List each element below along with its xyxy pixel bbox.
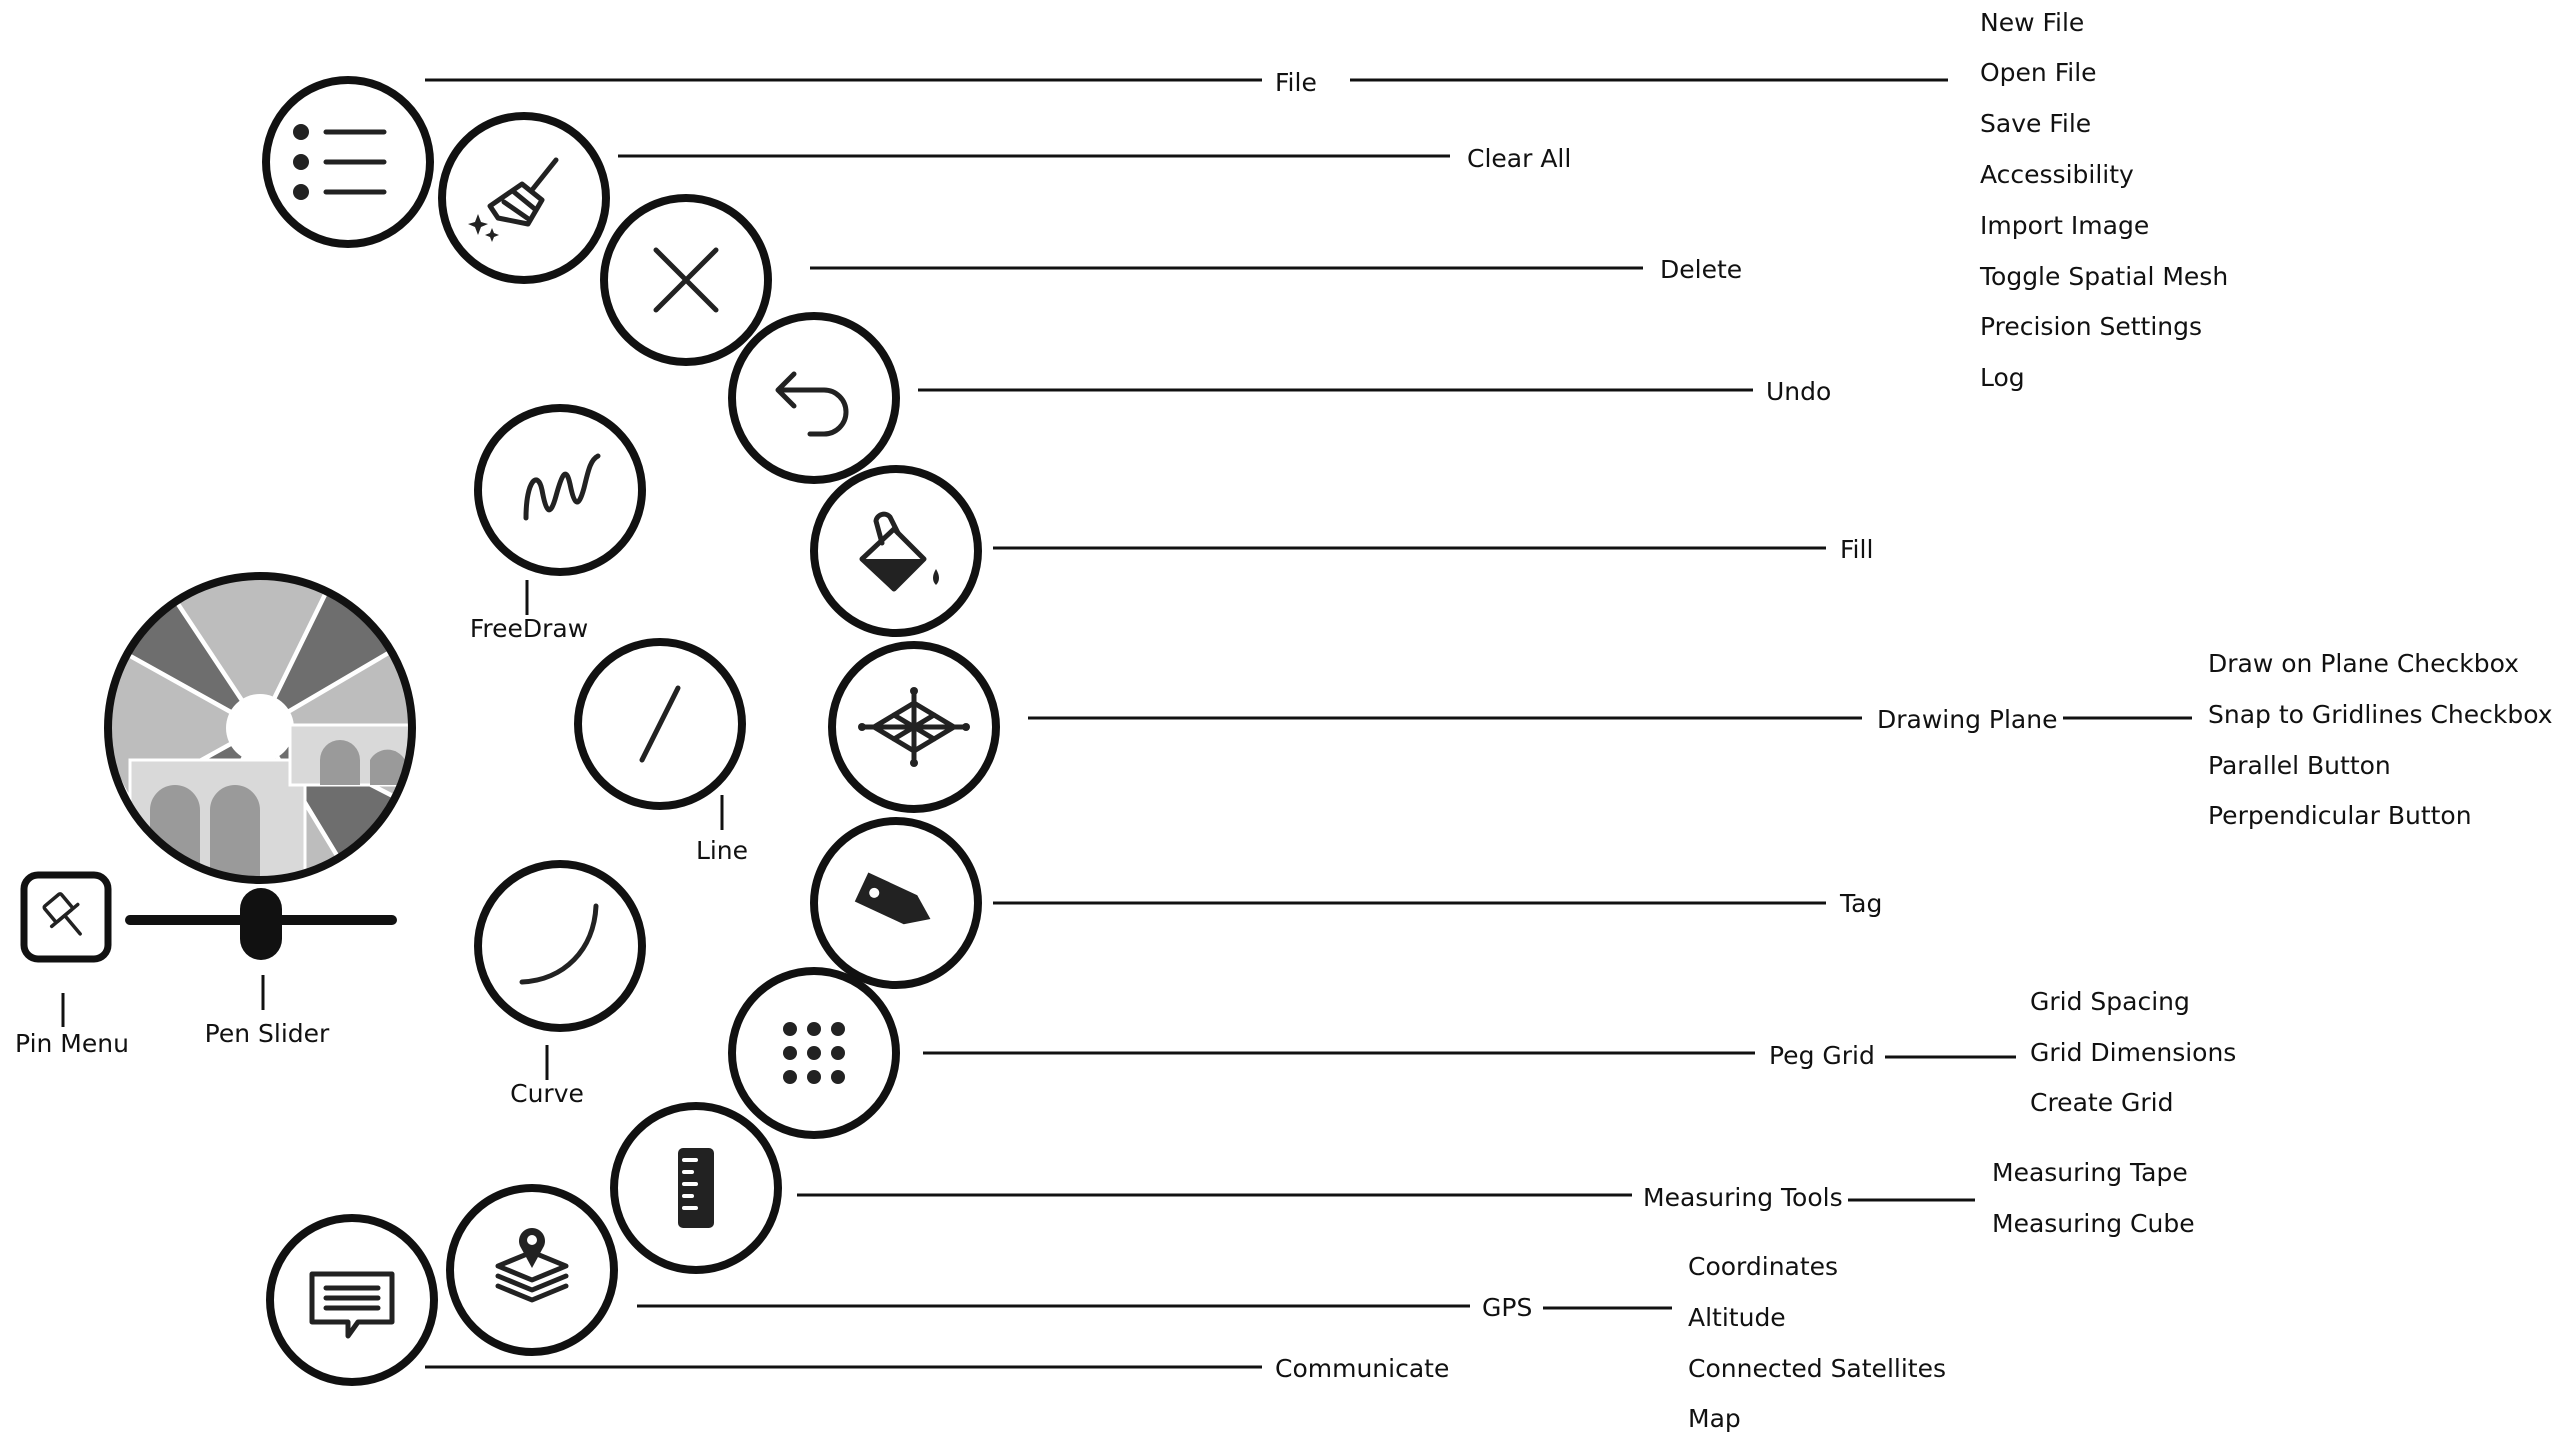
label-drawing-plane: Drawing Plane [1877,705,2057,734]
pen-slider[interactable] [125,888,397,960]
drawing-plane-button[interactable] [828,641,1000,813]
connector-lines [61,78,2192,1369]
submenu-item[interactable]: Parallel Button [2208,751,2391,780]
label-pin-menu: Pin Menu [15,1029,129,1058]
pushpin-icon [42,892,82,936]
close-icon [653,247,719,313]
label-fill: Fill [1840,535,1873,564]
label-line: Line [696,836,748,865]
label-file: File [1275,68,1317,97]
straight-line-icon [639,685,681,763]
ruler-icon [678,1148,714,1228]
submenu-item[interactable]: Toggle Spatial Mesh [1979,262,2228,291]
line-button[interactable] [574,638,746,810]
submenu-item[interactable]: Grid Spacing [2030,987,2190,1016]
label-communicate: Communicate [1275,1354,1449,1383]
button-labels: File Clear All Delete Undo Fill Drawing … [15,68,2057,1383]
delete-button[interactable] [600,194,772,366]
label-freedraw: FreeDraw [470,614,588,643]
label-clear-all: Clear All [1467,144,1571,173]
submenu-item[interactable]: Altitude [1688,1303,1786,1332]
submenu-item[interactable]: Snap to Gridlines Checkbox [2208,700,2553,729]
map-pin-layers-icon [495,1228,569,1303]
submenu-item[interactable]: New File [1980,8,2084,37]
label-measuring-tools: Measuring Tools [1643,1183,1843,1212]
submenu-gps: Coordinates Altitude Connected Satellite… [1688,1252,1946,1433]
submenu-item[interactable]: Grid Dimensions [2030,1038,2236,1067]
camera-aperture-icon[interactable] [104,570,429,888]
undo-arrow-icon [775,371,849,437]
submenu-item[interactable]: Connected Satellites [1688,1354,1946,1383]
submenu-item[interactable]: Create Grid [2030,1088,2173,1117]
file-button[interactable] [262,76,434,248]
tag-icon [854,872,931,925]
label-tag: Tag [1839,889,1882,918]
submenu-item[interactable]: Perpendicular Button [2208,801,2472,830]
clear-all-button[interactable] [438,112,610,284]
submenu-item[interactable]: Log [1980,363,2025,392]
plane-grid-icon [858,687,970,767]
label-delete: Delete [1660,255,1742,284]
label-pen-slider: Pen Slider [205,1019,330,1048]
submenu-item[interactable]: Save File [1980,109,2091,138]
freedraw-button[interactable] [474,404,646,576]
paint-bucket-icon [859,511,939,592]
submenu-item[interactable]: Measuring Tape [1992,1158,2188,1187]
fill-button[interactable] [810,465,982,637]
undo-button[interactable] [728,312,900,484]
submenu-item[interactable]: Measuring Cube [1992,1209,2195,1238]
menu-list-icon [293,124,387,200]
label-peg-grid: Peg Grid [1769,1041,1875,1070]
submenu-peg-grid: Grid Spacing Grid Dimensions Create Grid [2030,987,2236,1117]
submenu-item[interactable]: Accessibility [1980,160,2134,189]
tag-button[interactable] [810,817,982,989]
submenu-file: New File Open File Save File Accessibili… [1979,8,2228,392]
label-gps: GPS [1482,1293,1532,1322]
measuring-tools-button[interactable] [610,1102,782,1274]
squiggle-icon [523,453,601,521]
broom-icon [468,157,559,242]
submenu-measuring-tools: Measuring Tape Measuring Cube [1992,1158,2195,1238]
gps-button[interactable] [446,1184,618,1356]
label-undo: Undo [1766,377,1831,406]
submenu-item[interactable]: Import Image [1980,211,2149,240]
pin-menu-button[interactable] [20,871,112,963]
peg-grid-button[interactable] [728,967,900,1139]
curve-icon [519,903,599,985]
submenu-drawing-plane: Draw on Plane Checkbox Snap to Gridlines… [2208,649,2553,830]
submenu-item[interactable]: Coordinates [1688,1252,1838,1281]
pen-slider-handle[interactable] [240,888,282,960]
submenu-item[interactable]: Open File [1980,58,2097,87]
curve-button[interactable] [474,860,646,1032]
submenu-item[interactable]: Precision Settings [1980,312,2202,341]
chat-bubble-icon [309,1271,395,1339]
submenu-item[interactable]: Draw on Plane Checkbox [2208,649,2519,678]
submenu-item[interactable]: Map [1688,1404,1741,1433]
communicate-button[interactable] [266,1214,438,1386]
dot-grid-icon [783,1022,845,1084]
label-curve: Curve [510,1079,584,1108]
